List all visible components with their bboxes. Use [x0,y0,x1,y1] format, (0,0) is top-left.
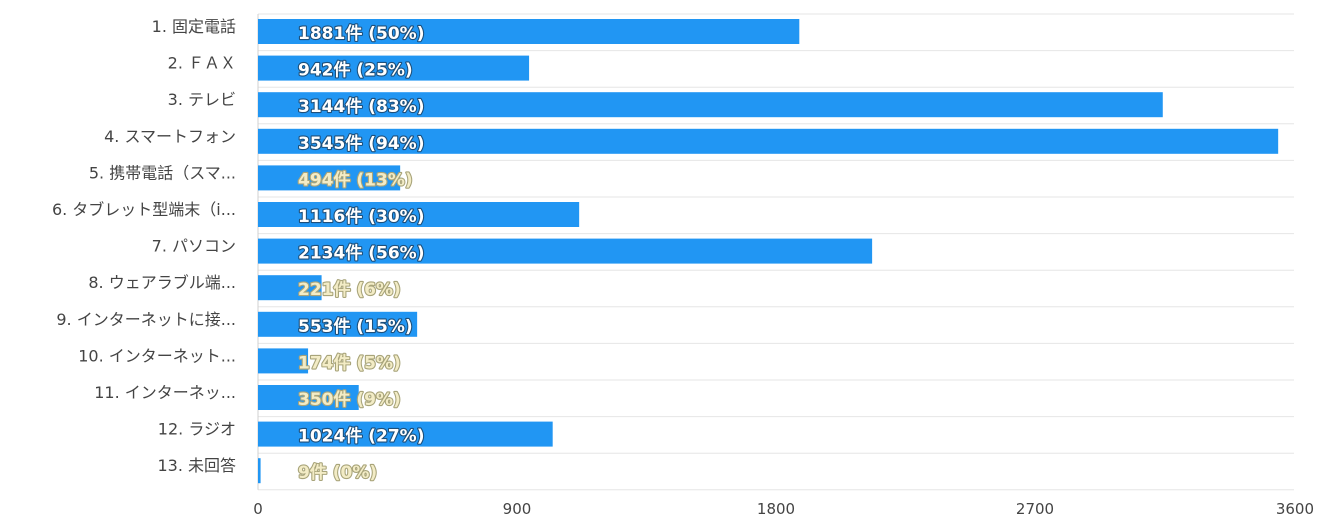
data-label: 174件 (5%) [298,352,401,373]
x-axis-tick-labels: 0 900 1800 2700 3600 [253,500,1314,518]
bar [258,311,418,337]
bar [258,92,1163,118]
data-label: 553件 (15%) [298,316,413,337]
data-label: 350件 (9%) [298,389,401,410]
data-label: 2134件 (56%) [298,243,424,264]
category-label: 10. インターネット... [78,346,236,365]
category-label: 13. 未回答 [157,456,236,475]
bar [258,55,530,81]
data-label: 3144件 (83%) [298,96,424,117]
category-labels: 1. 固定電話 2. ＦＡＸ 3. テレビ 4. スマートフォン 5. 携帯電話（スマ.… [52,17,236,475]
data-label: 942件 (25%) [298,60,413,81]
bars [258,19,1279,484]
category-label: 2. ＦＡＸ [168,54,236,73]
bar [258,19,800,44]
bar [258,238,873,264]
data-label: 9件 (0%) [298,462,377,483]
x-tick-label: 2700 [1016,500,1054,518]
category-label: 5. 携帯電話（スマ... [89,163,236,182]
bar [258,128,1279,154]
grid-lines [257,13,1294,491]
bar [258,348,309,374]
bar [258,202,580,227]
bar [258,385,359,410]
data-label: 221件 (6%) [298,279,401,300]
data-label: 1881件 (50%) [298,23,424,44]
category-label: 9. インターネットに接... [56,310,236,329]
bar [258,458,261,484]
category-label: 6. タブレット型端末（i... [52,200,236,219]
data-labels: 1881件 (50%) 942件 (25%) 3144件 (83%) 3545件 (9… [297,22,426,484]
x-tick-label: 3600 [1276,500,1314,518]
category-label: 4. スマートフォン [104,127,236,146]
data-label: 1116件 (30%) [298,206,424,227]
category-label: 7. パソコン [152,237,236,256]
x-tick-label: 1800 [757,500,795,518]
bar [258,421,553,447]
data-label: 1024件 (27%) [298,426,424,447]
category-label: 1. 固定電話 [152,17,236,36]
bar [258,275,322,301]
x-tick-label: 900 [503,500,532,518]
category-label: 11. インターネッ... [94,383,236,402]
category-label: 3. テレビ [168,90,236,109]
data-label: 494件 (13%) [298,169,413,190]
category-label: 12. ラジオ [158,420,236,439]
category-label: 8. ウェアラブル端... [88,273,236,292]
bar [258,165,401,191]
x-tick-label: 0 [253,500,263,518]
data-label: 3545件 (94%) [298,133,424,154]
